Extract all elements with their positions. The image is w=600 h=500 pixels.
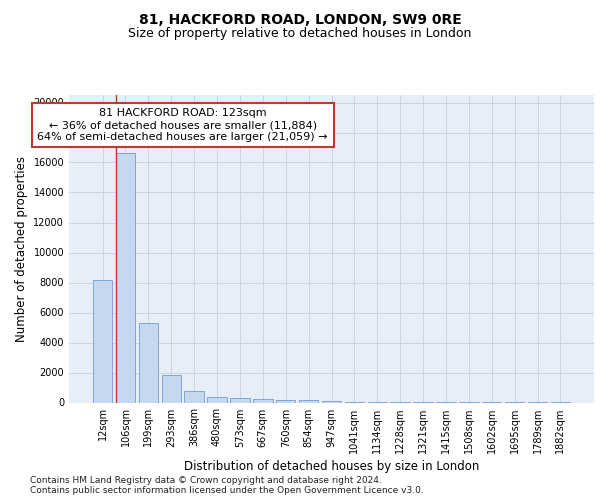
Text: Size of property relative to detached houses in London: Size of property relative to detached ho… [128, 28, 472, 40]
Bar [93, 280, 112, 402]
Bar [139, 323, 158, 402]
Bar [276, 400, 295, 402]
Y-axis label: Number of detached properties: Number of detached properties [15, 156, 28, 342]
Bar [208, 397, 227, 402]
Text: 81, HACKFORD ROAD, LONDON, SW9 0RE: 81, HACKFORD ROAD, LONDON, SW9 0RE [139, 12, 461, 26]
Bar [253, 399, 272, 402]
Text: Contains HM Land Registry data © Crown copyright and database right 2024.
Contai: Contains HM Land Registry data © Crown c… [30, 476, 424, 495]
Bar [116, 154, 135, 402]
Bar [299, 400, 319, 402]
Bar [161, 375, 181, 402]
Bar [184, 391, 204, 402]
Bar [230, 398, 250, 402]
X-axis label: Distribution of detached houses by size in London: Distribution of detached houses by size … [184, 460, 479, 473]
Text: 81 HACKFORD ROAD: 123sqm
← 36% of detached houses are smaller (11,884)
64% of se: 81 HACKFORD ROAD: 123sqm ← 36% of detach… [37, 108, 328, 142]
